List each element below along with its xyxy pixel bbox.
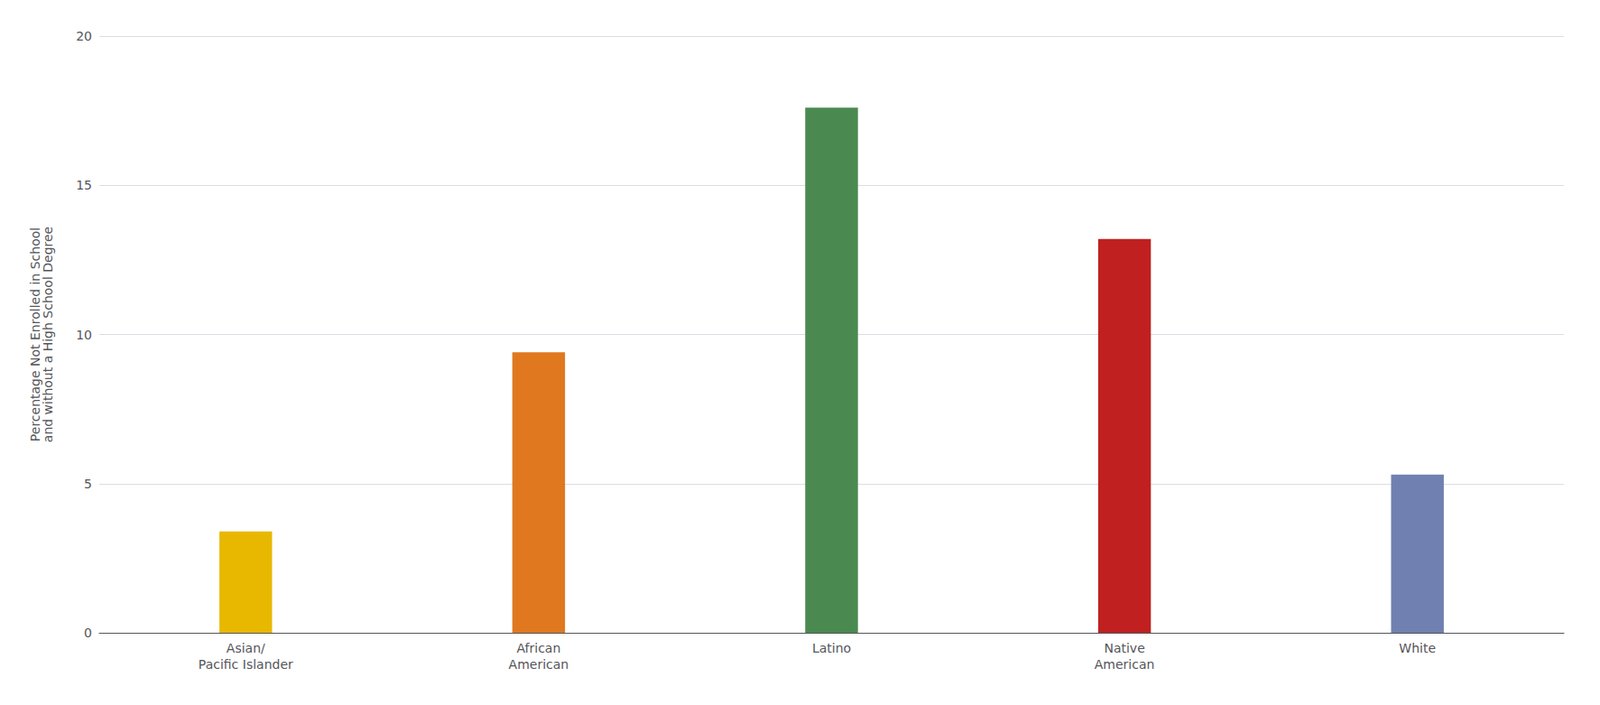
svg-text:Pacific Islander: Pacific Islander	[198, 656, 294, 672]
svg-text:and without a High School Degr: and without a High School Degree	[40, 226, 56, 443]
svg-text:Native: Native	[1103, 640, 1145, 656]
svg-text:15: 15	[75, 177, 93, 193]
svg-text:5: 5	[83, 476, 93, 491]
svg-text:American: American	[1094, 656, 1156, 672]
svg-text:Asian/: Asian/	[226, 640, 266, 656]
svg-text:20: 20	[75, 28, 93, 44]
svg-text:Latino: Latino	[812, 640, 851, 656]
svg-text:White: White	[1398, 640, 1436, 656]
svg-text:African: African	[516, 640, 561, 656]
svg-text:Percentage Not Enrolled in Sch: Percentage Not Enrolled in School	[27, 227, 43, 442]
svg-text:10: 10	[75, 327, 93, 343]
svg-text:0: 0	[83, 625, 93, 640]
svg-text:American: American	[508, 656, 570, 672]
